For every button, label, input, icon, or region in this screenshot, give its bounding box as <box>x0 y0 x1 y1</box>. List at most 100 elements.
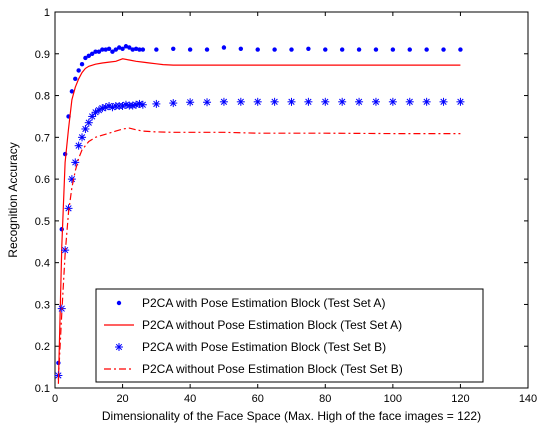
x-tick-label: 40 <box>184 393 196 405</box>
y-tick-label: 0.9 <box>35 49 50 61</box>
series-1-point <box>110 49 115 54</box>
x-tick-label: 60 <box>252 393 264 405</box>
series-1-point <box>323 47 328 52</box>
y-tick-label: 0.8 <box>35 91 50 103</box>
y-tick-label: 0.7 <box>35 132 50 144</box>
series-1-point <box>154 47 159 52</box>
series-1-point <box>458 47 463 52</box>
series-3-point <box>405 97 414 106</box>
legend-label: P2CA without Pose Estimation Block (Test… <box>142 318 402 332</box>
legend-box <box>95 288 484 383</box>
series-3-point <box>152 99 161 108</box>
legend-entry: P2CA with Pose Estimation Block (Test Se… <box>115 340 386 354</box>
series-3-point <box>388 97 397 106</box>
series-1-point <box>86 53 91 59</box>
y-tick-label: 0.5 <box>35 216 50 228</box>
y-axis-label: Recognition Accuracy <box>6 142 20 257</box>
series-3-point <box>439 97 448 106</box>
series-3-point <box>203 98 212 107</box>
x-tick-label: 20 <box>116 393 128 405</box>
series-3-point <box>253 97 262 106</box>
series-3-point <box>88 112 97 121</box>
y-tick-label: 0.1 <box>35 383 50 395</box>
y-tick-label: 0.6 <box>35 174 50 186</box>
series-3-point <box>456 97 465 106</box>
series-1-point <box>339 47 345 52</box>
x-tick-label: 140 <box>519 393 537 405</box>
series-1-point <box>204 47 210 52</box>
series-1-point <box>89 51 95 56</box>
series-3-point <box>81 124 90 133</box>
x-tick-label: 0 <box>52 393 58 405</box>
series-3-point <box>304 97 313 106</box>
series-1-point <box>373 47 379 52</box>
series-3-point <box>84 118 93 127</box>
series-3-point <box>270 97 279 106</box>
series-1-point <box>106 46 112 51</box>
x-tick-label: 80 <box>319 393 331 405</box>
legend-entry: P2CA with Pose Estimation Block (Test Se… <box>116 296 385 310</box>
series-1-point <box>171 46 176 51</box>
y-axis-ticks: 0.1 0.2 0.3 0.4 0.5 0.6 0.7 0.8 0.9 1 <box>35 7 528 395</box>
series-1-point <box>407 47 412 52</box>
series-1-point <box>73 76 78 82</box>
series-1-point <box>272 47 277 52</box>
y-tick-label: 0.2 <box>35 341 50 353</box>
series-1-point <box>441 47 446 52</box>
series-3-point <box>74 141 83 150</box>
series-1-point <box>93 49 98 54</box>
y-tick-label: 1 <box>44 7 50 19</box>
legend-label: P2CA without Pose Estimation Block (Test… <box>142 362 403 376</box>
x-axis-label: Dimensionality of the Face Space (Max. H… <box>102 409 481 423</box>
series-1-point <box>127 45 132 50</box>
series-1-point <box>356 47 362 52</box>
series-1-point <box>130 47 135 52</box>
legend-swatch <box>116 300 122 306</box>
series-1-point <box>187 47 193 52</box>
series-1-point <box>424 47 429 52</box>
x-tick-label: 100 <box>384 393 402 405</box>
series-3-point <box>186 98 195 107</box>
x-tick-label: 120 <box>451 393 469 405</box>
series-1-point <box>116 45 122 50</box>
series-1-point <box>238 46 244 51</box>
series-3-point <box>287 97 296 106</box>
legend-label: P2CA with Pose Estimation Block (Test Se… <box>142 340 386 354</box>
series-3-point <box>422 97 431 106</box>
series-line-2 <box>57 58 461 384</box>
series-1-point <box>221 45 227 50</box>
series-3-point <box>78 133 87 142</box>
y-tick-label: 0.3 <box>35 299 50 311</box>
y-tick-label: 0.4 <box>35 258 50 270</box>
series-1-point <box>100 47 105 52</box>
series-1-point <box>69 89 75 94</box>
series-line-4 <box>57 127 461 380</box>
legend: P2CA with Pose Estimation Block (Test Se… <box>95 288 484 383</box>
series-1-point <box>390 47 396 52</box>
series-1-point <box>133 46 139 51</box>
series-3-point <box>338 97 347 106</box>
series-1-point <box>255 47 260 52</box>
series-1-point <box>79 62 85 67</box>
legend-swatch <box>115 343 123 351</box>
series-3-point <box>355 97 364 106</box>
series-1-point <box>96 49 102 54</box>
series-layer <box>54 44 465 384</box>
series-3-point <box>169 99 178 108</box>
series-1-point <box>140 47 146 52</box>
series-1-point <box>103 47 108 52</box>
series-1-point <box>120 46 125 51</box>
series-1-point <box>59 227 64 232</box>
legend-entry: P2CA without Pose Estimation Block (Test… <box>104 362 403 376</box>
x-axis-ticks: 0 20 40 60 80 100 120 140 <box>52 12 537 405</box>
series-1-point <box>137 47 142 52</box>
series-1-point <box>289 47 294 52</box>
series-3-point <box>219 97 228 106</box>
series-1-point <box>123 44 129 49</box>
series-1-point <box>113 47 119 52</box>
legend-entry: P2CA without Pose Estimation Block (Test… <box>104 318 402 332</box>
legend-label: P2CA with Pose Estimation Block (Test Se… <box>142 296 385 310</box>
series-3-point <box>236 97 245 106</box>
series-1-point <box>306 46 311 51</box>
